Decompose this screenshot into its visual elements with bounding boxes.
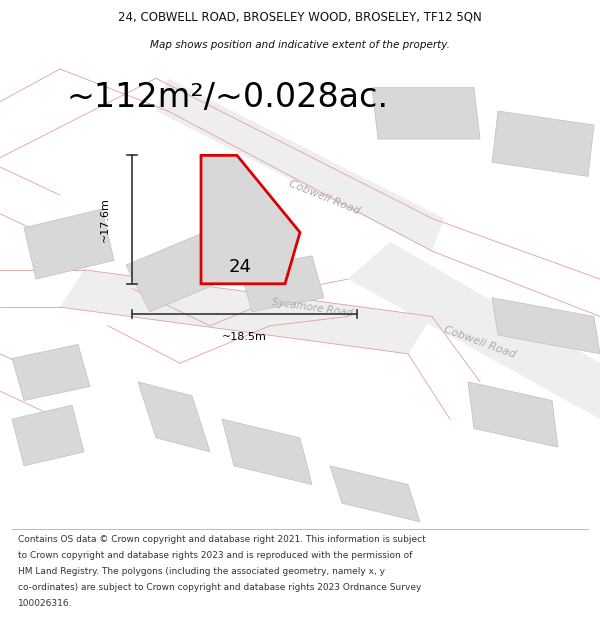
Text: 24: 24 (229, 258, 251, 276)
Text: ~112m²/~0.028ac.: ~112m²/~0.028ac. (67, 81, 389, 114)
Polygon shape (156, 78, 444, 251)
Polygon shape (348, 242, 600, 419)
Polygon shape (468, 382, 558, 447)
Polygon shape (60, 270, 432, 354)
Text: to Crown copyright and database rights 2023 and is reproduced with the permissio: to Crown copyright and database rights 2… (18, 551, 412, 560)
Text: Contains OS data © Crown copyright and database right 2021. This information is : Contains OS data © Crown copyright and d… (18, 535, 426, 544)
Text: Cobwell Road: Cobwell Road (287, 179, 361, 216)
Polygon shape (138, 382, 210, 452)
Text: Map shows position and indicative extent of the property.: Map shows position and indicative extent… (150, 39, 450, 49)
Polygon shape (222, 419, 312, 484)
Polygon shape (372, 88, 480, 139)
Polygon shape (492, 111, 594, 176)
Text: 24, COBWELL ROAD, BROSELEY WOOD, BROSELEY, TF12 5QN: 24, COBWELL ROAD, BROSELEY WOOD, BROSELE… (118, 11, 482, 24)
Polygon shape (126, 232, 228, 312)
Polygon shape (492, 298, 600, 354)
Text: co-ordinates) are subject to Crown copyright and database rights 2023 Ordnance S: co-ordinates) are subject to Crown copyr… (18, 583, 421, 592)
Text: Sycamore Road: Sycamore Road (271, 298, 353, 319)
Polygon shape (330, 466, 420, 522)
Text: ~18.5m: ~18.5m (222, 332, 267, 342)
Polygon shape (12, 344, 90, 401)
Text: ~17.6m: ~17.6m (100, 197, 110, 242)
Text: Cobwell Road: Cobwell Road (443, 324, 517, 360)
Polygon shape (12, 405, 84, 466)
Polygon shape (240, 256, 324, 312)
Polygon shape (201, 156, 300, 284)
Text: HM Land Registry. The polygons (including the associated geometry, namely x, y: HM Land Registry. The polygons (includin… (18, 568, 385, 576)
Text: 100026316.: 100026316. (18, 599, 73, 608)
Polygon shape (24, 209, 114, 279)
